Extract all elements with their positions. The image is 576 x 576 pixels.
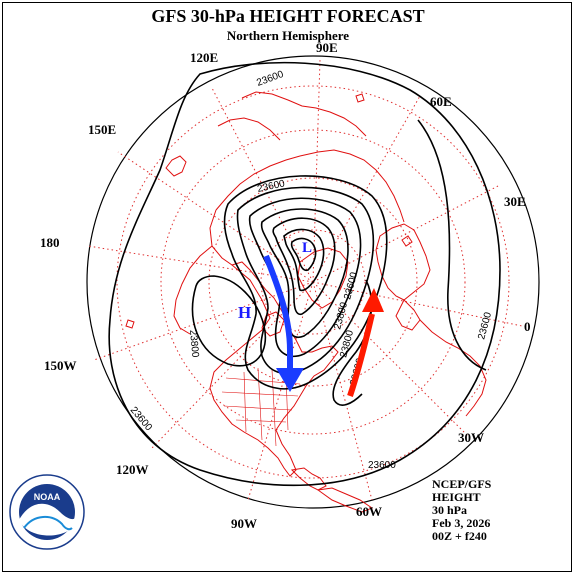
- noaa-logo: NOAA: [9, 474, 85, 550]
- lat-circle-30: [116, 85, 510, 479]
- contour-east-wave: [332, 279, 373, 406]
- coast-south-america: [316, 487, 374, 513]
- low-center-label: L: [302, 240, 312, 256]
- lon-label-120w: 120W: [116, 462, 149, 477]
- coastlines: [125, 91, 487, 513]
- meridian-120e: [211, 87, 314, 283]
- lon-label-30e: 30E: [504, 194, 526, 209]
- meridian-150w: [93, 281, 314, 361]
- meridian-90w: [247, 281, 314, 501]
- contour-label-3: 23800: [187, 329, 200, 358]
- coast-africa: [419, 319, 487, 417]
- lon-label-60e: 60E: [430, 94, 452, 109]
- noaa-logo-text: NOAA: [34, 492, 61, 502]
- contour-4: [260, 208, 349, 338]
- coast-north-america: [209, 261, 339, 477]
- coast-asia-east: [217, 117, 281, 141]
- lon-label-120e: 120E: [190, 50, 219, 65]
- contour-labels: 23600 23600 23800 23600 23600 23800 2360…: [128, 69, 495, 471]
- meridian-180: [87, 245, 314, 283]
- latitude-grid: [116, 85, 510, 479]
- info-valid-time: 00Z + f240: [432, 529, 487, 543]
- contour-1: [223, 175, 388, 390]
- lon-label-0: 0: [524, 319, 531, 334]
- map-frame: [2, 2, 572, 572]
- lon-label-60w: 60W: [356, 504, 382, 519]
- meridian-60w: [312, 281, 373, 501]
- coast-japan: [165, 155, 187, 177]
- map-boundary: [86, 55, 540, 509]
- info-level: 30 hPa: [432, 503, 468, 517]
- coast-hudson-bay: [261, 311, 285, 337]
- lat-circle-60: [208, 177, 418, 387]
- contour-label-7: 23600: [342, 271, 360, 301]
- lon-label-30w: 30W: [458, 430, 484, 445]
- info-field: HEIGHT: [432, 490, 481, 504]
- coast-islands: [125, 93, 413, 329]
- coast-central-america: [290, 467, 327, 491]
- meridian-30e: [312, 185, 499, 283]
- coast-europe: [375, 223, 431, 301]
- lon-label-150w: 150W: [44, 358, 77, 373]
- meridian-60e: [312, 95, 421, 283]
- contour-outer: [108, 61, 501, 487]
- us-state-lines: [221, 367, 301, 447]
- meridian-150e: [117, 151, 314, 283]
- contour-label-1: 23600: [255, 69, 285, 89]
- coast-asia-north: [241, 91, 367, 137]
- contour-23800-west: [191, 275, 267, 367]
- info-model: NCEP/GFS: [432, 477, 492, 491]
- height-contours: [108, 61, 501, 487]
- lon-label-150e: 150E: [88, 122, 117, 137]
- map-subtitle: Northern Hemisphere: [226, 28, 350, 43]
- lat-circle-75: [260, 229, 366, 335]
- contour-6: [283, 228, 325, 292]
- meridian-30w: [312, 281, 471, 439]
- map-title: GFS 30-hPa HEIGHT FORECAST: [151, 6, 425, 26]
- meridian-grid: [87, 59, 523, 501]
- contour-label-5: 23600: [368, 460, 396, 471]
- contour-7: [290, 237, 317, 272]
- lon-label-180: 180: [40, 235, 60, 250]
- warm-air-arrow: [347, 288, 384, 397]
- contour-5: [272, 217, 336, 316]
- info-date: Feb 3, 2026: [432, 516, 491, 530]
- lon-label-90w: 90W: [231, 516, 257, 531]
- lat-circle-45: [160, 129, 466, 435]
- lon-label-90e: 90E: [316, 40, 338, 55]
- coast-iberia: [395, 299, 421, 331]
- high-center-label: H: [238, 303, 251, 322]
- forecast-info: NCEP/GFS HEIGHT 30 hPa Feb 3, 2026 00Z +…: [432, 478, 491, 543]
- contour-far-east: [417, 119, 487, 371]
- meridian-90e: [312, 59, 321, 283]
- coast-greenland: [297, 247, 349, 309]
- coast-alaska: [173, 245, 213, 335]
- cold-air-arrow: [263, 254, 304, 392]
